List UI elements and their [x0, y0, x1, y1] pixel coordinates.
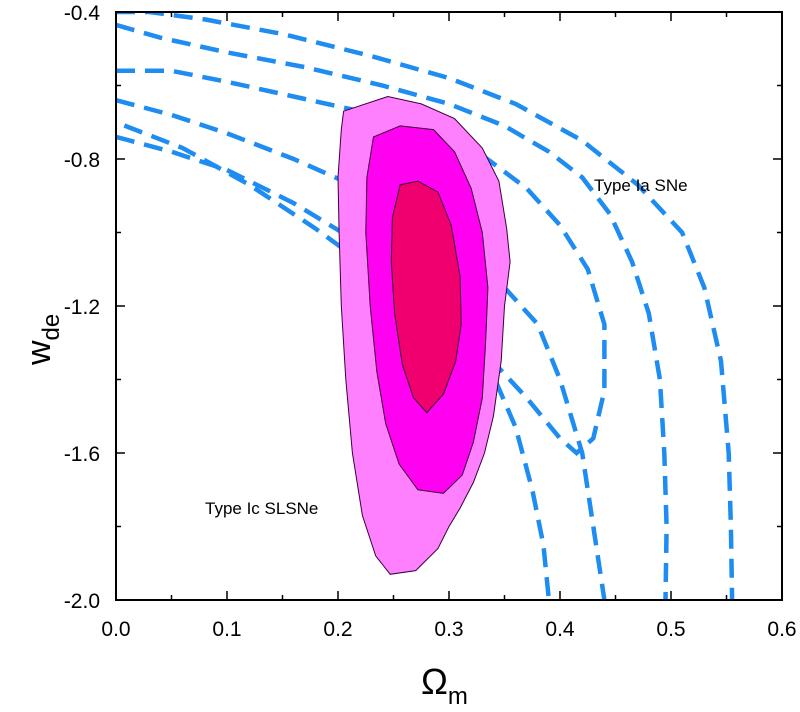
x-tick-label: 0.2	[323, 618, 352, 641]
x-tick-label: 0.6	[767, 618, 796, 641]
x-tick-label: 0.1	[212, 618, 241, 641]
svg-text:wde: wde	[20, 314, 65, 366]
y-axis-title: wde	[20, 314, 65, 366]
y-tick-label: -1.2	[64, 296, 100, 319]
y-axis-subscript: de	[38, 314, 65, 341]
y-tick-labels: -2.0 -1.6 -1.2 -0.8 -0.4	[64, 2, 101, 613]
x-axis-subscript: m	[448, 683, 468, 710]
type-ic-slsne-contours	[337, 95, 511, 575]
y-axis-symbol: w	[20, 340, 58, 366]
y-tick-label: -0.8	[64, 149, 100, 172]
y-tick-label: -0.4	[64, 2, 101, 25]
x-tick-labels: 0.0 0.1 0.2 0.3 0.4 0.5 0.6	[101, 618, 796, 641]
sne-ia-contour-2	[116, 22, 669, 600]
sne-ia-contour-1	[116, 12, 735, 600]
axis-ticks	[115, 11, 783, 601]
x-tick-label: 0.0	[101, 618, 130, 641]
slsne-contour-1-sigma	[390, 180, 462, 414]
annotation-type-ia-sne: Type Ia SNe	[594, 176, 688, 195]
x-tick-label: 0.5	[656, 618, 685, 641]
y-tick-label: -1.6	[64, 443, 100, 466]
x-tick-label: 0.4	[545, 618, 575, 641]
x-tick-label: 0.3	[434, 618, 463, 641]
x-axis-symbol: Ω	[421, 661, 448, 702]
annotation-type-ic-slsne: Type Ic SLSNe	[205, 499, 318, 518]
x-axis-title: Ωm	[421, 661, 468, 710]
sne-ia-contour-5	[116, 134, 552, 600]
y-tick-label: -2.0	[64, 590, 100, 613]
